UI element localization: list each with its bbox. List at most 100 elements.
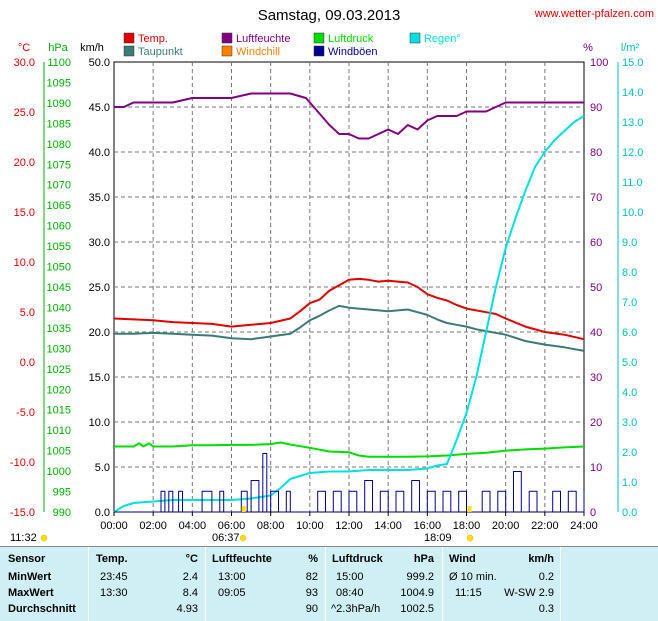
legend-swatch xyxy=(221,32,233,44)
temp-tick-label: 30.0 xyxy=(14,57,35,69)
sunset-label: 18:09 xyxy=(424,532,452,544)
pres-value: 1002.5 xyxy=(400,603,434,615)
wind-value: W-SW 2.9 xyxy=(504,587,554,599)
pres-value: 999.2 xyxy=(406,571,434,583)
pressure-tick-label: 1030 xyxy=(47,343,71,355)
temp-tick-label: 25.0 xyxy=(14,107,35,119)
time-tick-label: 02:00 xyxy=(139,520,167,532)
rain-tick-label: 0.0 xyxy=(622,507,637,519)
rain-tick-label: 3.0 xyxy=(622,417,637,429)
series-temp xyxy=(113,277,585,341)
windspeed-tick-label: 30.0 xyxy=(89,237,110,249)
wind-time: 11:15 xyxy=(455,587,482,599)
legend-swatch xyxy=(221,45,233,57)
pressure-tick-label: 1005 xyxy=(47,446,71,458)
rain-tick-label: 13.0 xyxy=(622,117,643,129)
stats-header-row: Sensor Temp. °C Luftfeuchte % Luftdruck … xyxy=(0,551,658,567)
pressure-tick-label: 1090 xyxy=(47,98,71,110)
rain-tick-label: 15.0 xyxy=(622,57,643,69)
row-label: Durchschnitt xyxy=(8,603,76,615)
column-divider xyxy=(560,547,561,621)
column-divider xyxy=(205,547,206,621)
wind-value: 0.3 xyxy=(538,603,554,615)
time-tick-label: 04:00 xyxy=(179,520,207,532)
windspeed-tick-label: 35.0 xyxy=(89,192,110,204)
pressure-unit-label: hPa xyxy=(48,42,68,54)
humidity-tick-label: 90 xyxy=(590,102,602,114)
temp-tick-label: -10.0 xyxy=(10,457,35,469)
rain-tick-label: 8.0 xyxy=(622,267,637,279)
hum-value: 82 xyxy=(305,571,318,583)
row-label: MinWert xyxy=(8,571,52,583)
legend-label: Temp. xyxy=(138,33,168,45)
windspeed-tick-label: 25.0 xyxy=(89,282,110,294)
pressure-tick-label: 1000 xyxy=(47,466,71,478)
legend-label: Taupunkt xyxy=(138,46,183,58)
windspeed-unit-label: km/h xyxy=(80,42,104,54)
rain-tick-label: 2.0 xyxy=(622,447,637,459)
rain-tick-label: 1.0 xyxy=(622,477,637,489)
stats-table: Sensor Temp. °C Luftfeuchte % Luftdruck … xyxy=(0,546,658,621)
legend-swatch xyxy=(409,32,421,44)
series-luftfeuchte xyxy=(114,92,584,140)
pressure-tick-label: 1080 xyxy=(47,139,71,151)
legend-label: Luftdruck xyxy=(328,33,374,45)
sun-marker-icon xyxy=(241,506,246,512)
temp-tick-label: -15.0 xyxy=(10,507,35,519)
pressure-tick-label: 1100 xyxy=(47,57,71,69)
pressure-tick-label: 1060 xyxy=(47,221,71,233)
time-tick-label: 10:00 xyxy=(296,520,324,532)
hum-time: 13:00 xyxy=(218,571,246,583)
grid-lines xyxy=(114,62,584,512)
time-tick-label: 14:00 xyxy=(374,520,402,532)
windspeed-tick-label: 50.0 xyxy=(89,57,110,69)
windspeed-tick-label: 15.0 xyxy=(89,372,110,384)
windspeed-tick-label: 5.0 xyxy=(95,462,110,474)
humidity-tick-label: 0 xyxy=(590,507,596,519)
legend-swatch xyxy=(123,32,135,44)
site-link[interactable]: www.wetter-pfalzen.com xyxy=(534,8,654,20)
sunrise-label: 06:37 xyxy=(212,532,240,544)
row-label: MaxWert xyxy=(8,587,54,599)
temp-tick-label: -5.0 xyxy=(16,407,35,419)
series-regen xyxy=(113,115,585,513)
rain-unit-label: l/m² xyxy=(621,42,640,54)
temp-value: 4.93 xyxy=(176,603,198,615)
temp-unit-label: °C xyxy=(18,42,30,54)
stats-row-max: MaxWert 13:30 8.4 09:05 93 08:40 1004.9 … xyxy=(0,585,658,601)
humidity-tick-label: 60 xyxy=(590,237,602,249)
moonrise-label: 11:32 xyxy=(10,532,37,544)
stats-row-min: MinWert 23:45 2.4 13:00 82 15:00 999.2 Ø… xyxy=(0,569,658,585)
pressure-tick-label: 990 xyxy=(53,507,71,519)
stats-row-avg: Durchschnitt 4.93 90 ^2.3hPa/h 1002.5 0.… xyxy=(0,601,658,617)
rain-tick-label: 9.0 xyxy=(622,237,637,249)
time-tick-label: 00:00 xyxy=(100,520,128,532)
hum-time: 09:05 xyxy=(218,587,246,599)
legend-swatch xyxy=(313,32,325,44)
temp-tick-label: 20.0 xyxy=(14,157,35,169)
pressure-tick-label: 1025 xyxy=(47,364,71,376)
humidity-unit-label: % xyxy=(583,42,593,54)
humidity-tick-label: 40 xyxy=(590,327,602,339)
time-tick-label: 22:00 xyxy=(531,520,559,532)
header-temp-unit: °C xyxy=(185,553,198,565)
header-wind-unit: km/h xyxy=(528,553,554,565)
time-tick-label: 24:00 xyxy=(570,520,598,532)
column-divider xyxy=(442,547,443,621)
sun-marker-icon xyxy=(467,506,472,512)
windspeed-tick-label: 45.0 xyxy=(89,102,110,114)
sun-icon xyxy=(466,534,474,542)
pres-trend: ^2.3hPa/h xyxy=(331,603,381,615)
pressure-tick-label: 1095 xyxy=(47,77,71,89)
axes-layer: 30.0 25.0 20.0 15.0 10.0 5.0 0.0 -5.0 -10.0 -15.0… xyxy=(10,42,644,544)
temp-tick-label: 15.0 xyxy=(14,207,35,219)
pressure-tick-label: 1035 xyxy=(47,323,71,335)
pressure-tick-label: 1010 xyxy=(47,425,71,437)
sun-icon xyxy=(40,534,48,542)
header-pressure: Luftdruck xyxy=(332,553,383,565)
legend-swatch xyxy=(123,45,135,57)
pressure-tick-label: 1065 xyxy=(47,200,71,212)
rain-tick-label: 7.0 xyxy=(622,297,637,309)
temp-value: 2.4 xyxy=(182,571,198,583)
